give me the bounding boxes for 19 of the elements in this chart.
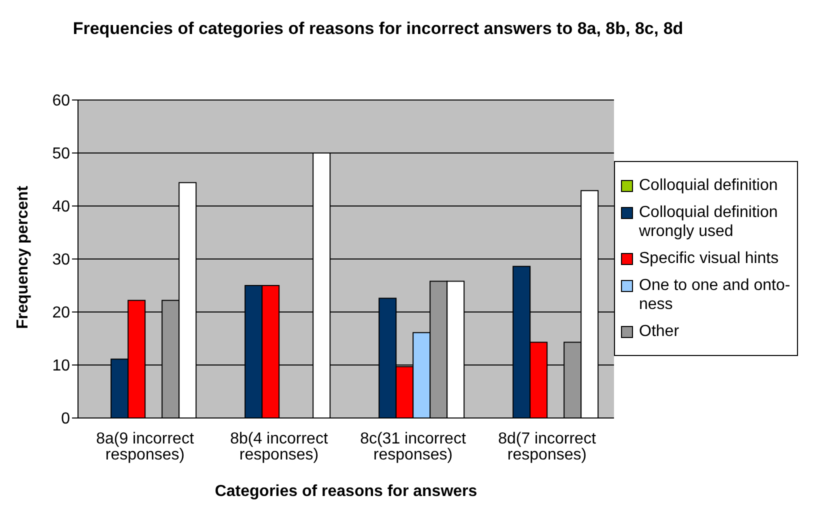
x-tick-label: 8a(9 incorrect responses) xyxy=(96,430,194,464)
y-tick-label: 40 xyxy=(52,198,70,216)
legend-label: Other xyxy=(639,322,680,340)
x-axis-title: Categories of reasons for answers xyxy=(214,483,478,500)
y-tick-label: 0 xyxy=(61,410,70,428)
y-tick-label: 10 xyxy=(52,358,70,375)
x-tick-label: 8c(31 incorrect responses) xyxy=(360,430,466,464)
x-tick-label: 8b(4 incorrect responses) xyxy=(230,430,328,464)
legend-label: Specific visual hints xyxy=(639,248,779,268)
y-tick-label: 20 xyxy=(52,304,70,322)
legend-label: One to one and onto-ness xyxy=(639,276,791,314)
y-tick-label: 50 xyxy=(52,146,70,163)
y-tick-label: 30 xyxy=(52,252,70,269)
y-axis-title: Frequency percent xyxy=(14,185,32,329)
legend-label: Colloquial definition wrongly used xyxy=(639,202,779,240)
y-tick-label: 60 xyxy=(52,92,70,110)
x-tick-label: 8d(7 incorrect responses) xyxy=(498,430,596,464)
legend-label: Colloquial definition xyxy=(639,176,778,194)
chart-title: Frequencies of categories of reasons for incorrect answers to 8a, 8b, 8c, 8d xyxy=(72,18,684,40)
